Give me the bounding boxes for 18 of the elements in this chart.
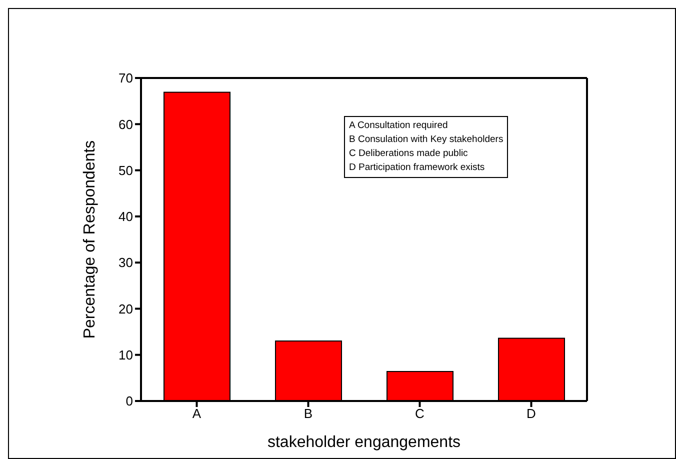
x-tick-label: D <box>526 406 536 422</box>
y-tick-label: 20 <box>118 301 133 316</box>
y-tick-label: 0 <box>126 394 133 409</box>
y-tick-label: 30 <box>118 255 133 270</box>
y-tick-label: 10 <box>118 347 133 362</box>
annotation: B Consulation with Key stakeholders <box>349 133 504 147</box>
x-tick-label: B <box>304 406 313 422</box>
x-axis-title: stakeholder engangements <box>267 434 461 451</box>
x-tick-label: A <box>192 406 202 422</box>
annotation: C Deliberations made public <box>349 147 469 161</box>
annotation: A Consultation required <box>349 119 449 133</box>
annotation: D Participation framework exists <box>349 161 486 175</box>
y-tick-label: 50 <box>118 162 133 178</box>
x-tick-label: C <box>415 406 424 422</box>
y-tick-label: 70 <box>118 70 133 86</box>
y-tick-label: 40 <box>118 209 133 224</box>
y-axis-title: Percentage of Respondents <box>82 140 99 339</box>
y-tick-label: 60 <box>118 116 133 132</box>
